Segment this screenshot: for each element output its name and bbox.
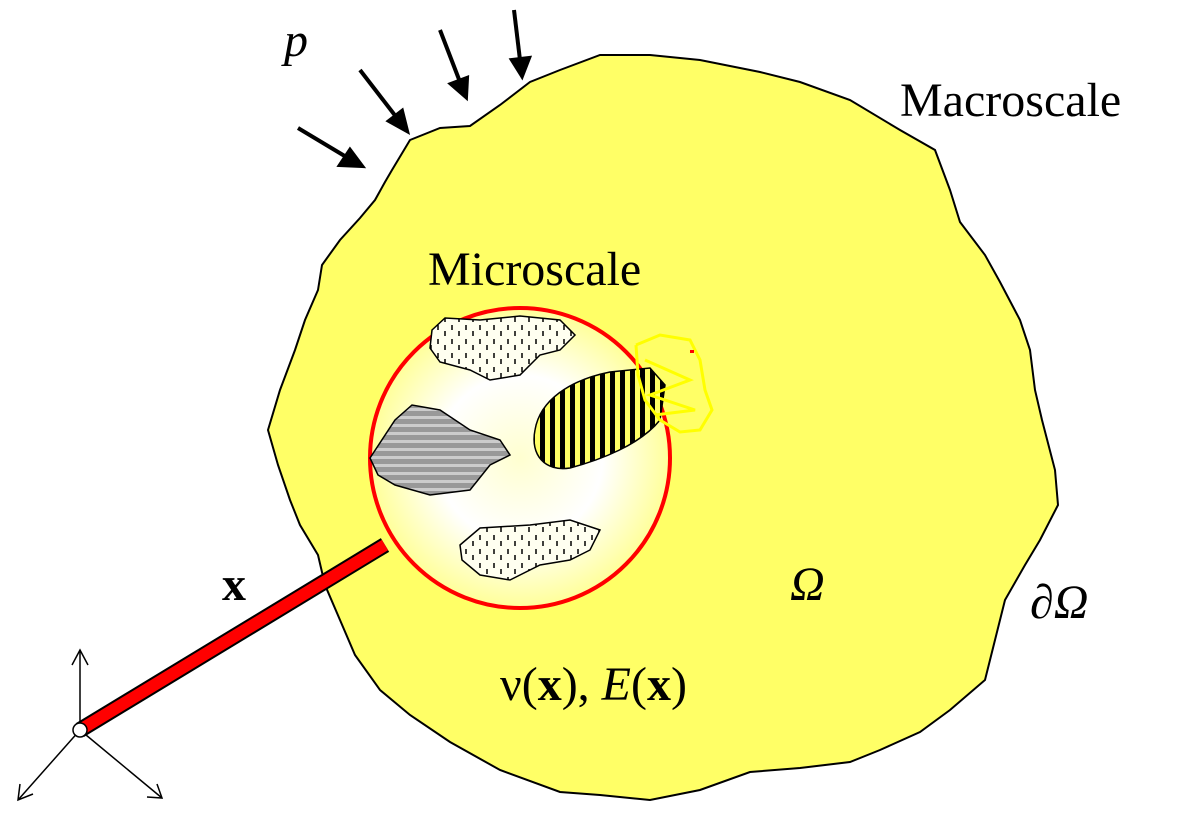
properties-label: ν(x), E(x)	[500, 658, 687, 711]
position-label: x	[222, 558, 246, 611]
macroscale-label: Macroscale	[900, 74, 1121, 127]
load-label: p	[281, 14, 308, 67]
text-part: ν(	[500, 658, 538, 711]
text-part: x	[647, 658, 671, 711]
mark	[690, 350, 694, 353]
microscale-label: Microscale	[428, 243, 641, 296]
text-part: E	[601, 658, 631, 711]
domain-label: Ω	[790, 558, 825, 611]
text-part: )	[671, 658, 687, 711]
boundary-label: ∂Ω	[1030, 576, 1088, 629]
diagram: p Macroscale Microscale x Ω ∂Ω ν(x), E(x…	[0, 0, 1198, 813]
text-part: (	[631, 658, 647, 711]
text-part: x	[538, 658, 562, 711]
text-part: ),	[562, 658, 602, 711]
